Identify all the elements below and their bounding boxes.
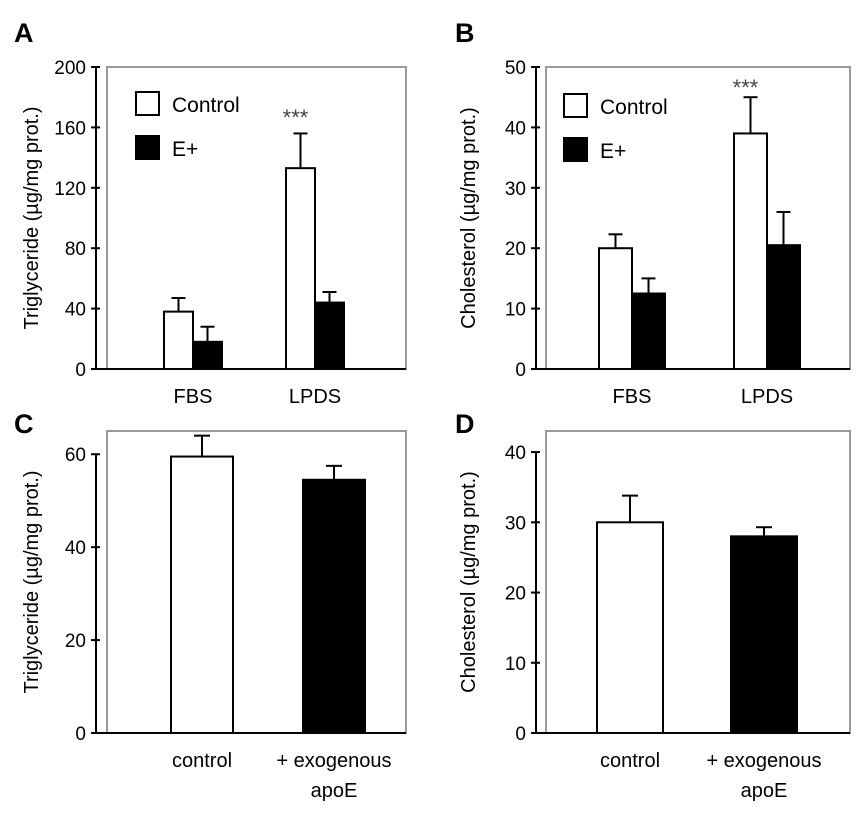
x-category-label: LPDS — [741, 386, 793, 408]
y-tick-label: 20 — [505, 584, 526, 605]
plot-frame — [545, 430, 851, 734]
bar-control-fbs — [163, 310, 194, 370]
y-tick-label: 120 — [54, 179, 86, 200]
y-tick-label: 10 — [505, 300, 526, 321]
y-axis-label: Triglyceride (µg/mg prot.) — [21, 470, 43, 693]
significance-marker: *** — [733, 75, 759, 100]
legend-swatch — [135, 91, 160, 116]
y-tick-label: 40 — [65, 538, 86, 559]
bar-control-lpds — [285, 167, 316, 370]
y-tick-label: 20 — [65, 631, 86, 652]
bar-exogenous-apoe — [302, 478, 366, 734]
plot-frame — [545, 66, 851, 370]
bar-control-lpds — [733, 132, 768, 370]
panel-d: D 0 10 20 30 40 Cholesterol (µg/mg prot.) contr… — [455, 409, 851, 802]
panel-letter-b: B — [455, 18, 475, 48]
legend-swatch — [563, 93, 588, 118]
legend-label: Control — [600, 96, 668, 119]
bar-e-fbs — [192, 340, 223, 371]
bar-exogenous-apoe — [730, 535, 798, 734]
y-tick-label: 40 — [505, 118, 526, 139]
y-tick-label: 80 — [65, 239, 86, 260]
x-category-label: FBS — [174, 386, 213, 408]
y-tick-label: 200 — [54, 58, 86, 79]
bar-control — [596, 521, 664, 734]
bar-e-lpds — [314, 301, 345, 370]
bar-control — [170, 455, 234, 734]
y-tick-label: 0 — [515, 724, 526, 745]
y-tick-label: 30 — [505, 179, 526, 200]
legend-swatch — [563, 137, 588, 162]
y-tick-label: 40 — [505, 443, 526, 464]
y-tick-label: 0 — [515, 360, 526, 381]
y-tick-label: 10 — [505, 654, 526, 675]
y-axis-label: Cholesterol (µg/mg prot.) — [458, 471, 480, 693]
y-tick-label: 0 — [75, 724, 86, 745]
x-category-label: control — [600, 750, 660, 772]
panel-c: C 0 20 40 60 Triglyceride (µg/mg prot.) contro… — [14, 409, 407, 802]
panel-b: B 0 10 20 30 40 50 Cholesterol (µg/mg prot.) FBS… — [455, 18, 851, 408]
panel-letter-d: D — [455, 409, 475, 439]
legend-swatch — [135, 135, 160, 160]
y-axis-label: Triglyceride (µg/mg prot.) — [21, 106, 43, 329]
x-category-label: + exogenous apoE — [706, 750, 821, 802]
y-tick-label: 0 — [75, 360, 86, 381]
bar-e-fbs — [631, 292, 666, 370]
panel-letter-a: A — [14, 18, 34, 48]
y-tick-label: 40 — [65, 300, 86, 321]
y-tick-label: 30 — [505, 513, 526, 534]
x-category-label: LPDS — [289, 386, 341, 408]
x-category-label: FBS — [613, 386, 652, 408]
y-tick-label: 50 — [505, 58, 526, 79]
bar-control-fbs — [598, 247, 633, 370]
legend-label: E+ — [600, 140, 626, 163]
x-category-label: + exogenous apoE — [276, 750, 391, 802]
y-axis-label: Cholesterol (µg/mg prot.) — [458, 107, 480, 329]
legend-label: E+ — [172, 138, 198, 161]
y-tick-label: 60 — [65, 445, 86, 466]
significance-marker: *** — [283, 105, 309, 130]
panel-a: A 0 40 80 120 160 200 Triglyceride (µg/mg prot.… — [14, 18, 407, 408]
y-tick-label: 20 — [505, 239, 526, 260]
x-category-label: control — [172, 750, 232, 772]
legend-label: Control — [172, 94, 240, 117]
bar-e-lpds — [766, 244, 801, 370]
y-tick-label: 160 — [54, 118, 86, 139]
panel-letter-c: C — [14, 409, 34, 439]
